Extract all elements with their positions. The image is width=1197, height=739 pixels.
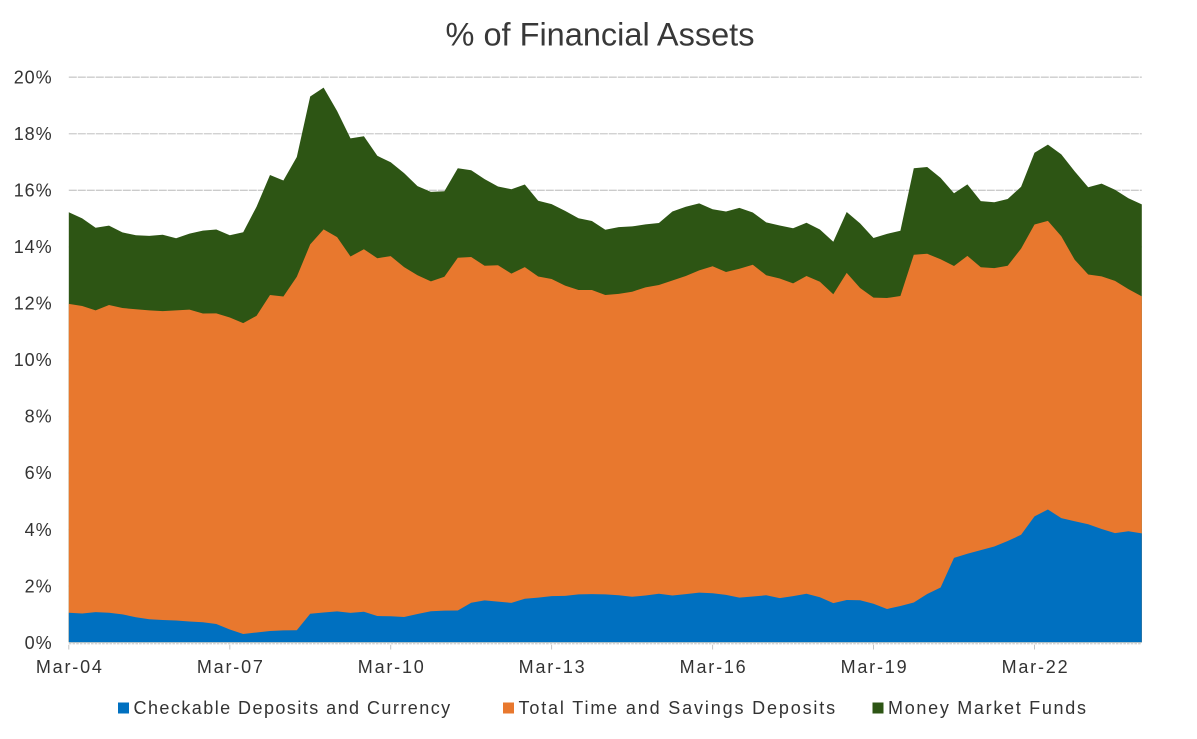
svg-text:4%: 4% — [25, 520, 53, 540]
svg-text:% of Financial Assets: % of Financial Assets — [446, 17, 755, 53]
svg-text:Mar-16: Mar-16 — [680, 657, 748, 677]
svg-text:Mar-13: Mar-13 — [519, 657, 587, 677]
svg-text:Checkable Deposits and Currenc: Checkable Deposits and Currency — [134, 698, 452, 718]
svg-text:Money Market Funds: Money Market Funds — [888, 698, 1088, 718]
svg-text:6%: 6% — [25, 463, 53, 483]
svg-text:Total Time and Savings Deposit: Total Time and Savings Deposits — [519, 698, 837, 718]
svg-text:14%: 14% — [14, 237, 53, 257]
svg-text:Mar-22: Mar-22 — [1002, 657, 1070, 677]
svg-text:Mar-10: Mar-10 — [358, 657, 426, 677]
svg-text:Mar-04: Mar-04 — [36, 657, 104, 677]
svg-text:Mar-19: Mar-19 — [841, 657, 909, 677]
svg-text:20%: 20% — [14, 67, 53, 87]
svg-text:16%: 16% — [14, 181, 53, 201]
svg-text:18%: 18% — [14, 124, 53, 144]
svg-text:10%: 10% — [14, 350, 53, 370]
svg-text:8%: 8% — [25, 407, 53, 427]
svg-text:12%: 12% — [14, 294, 53, 314]
svg-text:2%: 2% — [25, 576, 53, 596]
svg-text:Mar-07: Mar-07 — [197, 657, 265, 677]
svg-text:0%: 0% — [25, 633, 53, 653]
